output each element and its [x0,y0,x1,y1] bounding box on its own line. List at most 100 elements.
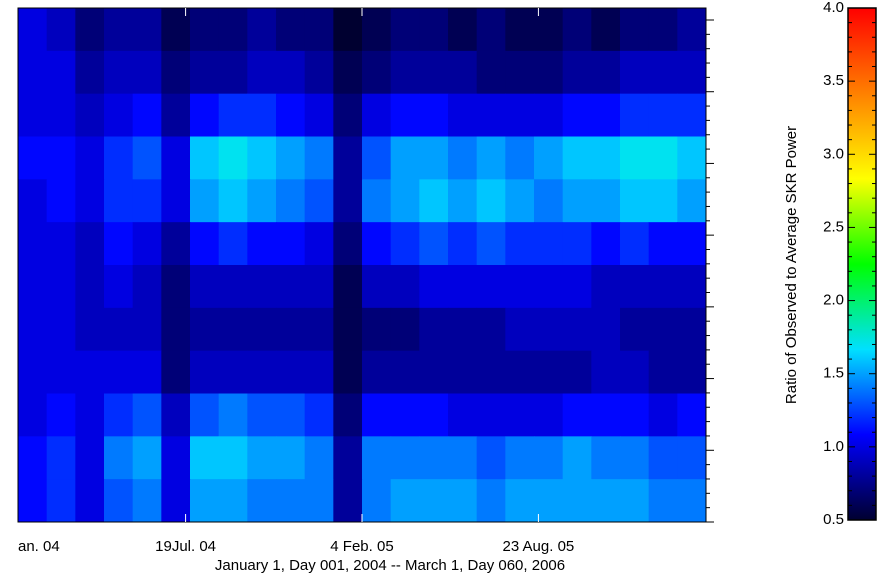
heatmap-cell [534,179,564,223]
heatmap-cell [534,50,564,95]
heatmap-cell [75,479,105,523]
heatmap-cell [190,222,220,266]
heatmap-cell [562,265,592,309]
heatmap-cell [161,50,191,95]
heatmap-cell [190,393,220,437]
heatmap-cell [75,265,105,309]
heatmap-cell [505,50,535,95]
heatmap-cell [46,350,76,394]
heatmap-cell [362,136,392,180]
heatmap-cell [562,479,592,523]
heatmap-cell [333,436,363,480]
heatmap-cell [247,350,277,394]
axes [17,7,714,523]
heatmap-cell [362,307,392,352]
heatmap-cell [448,265,478,309]
heatmap-cell [304,8,334,52]
heatmap-cell [104,8,134,52]
heatmap-cell [46,93,76,137]
x-tick-label: 23 Aug. 05 [503,538,575,555]
heatmap-cell [104,50,134,95]
heatmap-cell [620,265,650,309]
heatmap-cell [304,479,334,523]
x-tick-label: 4 Feb. 05 [330,538,393,555]
heatmap-cell [276,436,306,480]
heatmap-cell [648,8,678,52]
heatmap-cell [276,179,306,223]
heatmap-cell [562,136,592,180]
heatmap-cell [304,93,334,137]
heatmap-cell [419,350,449,394]
heatmap-cell [304,50,334,95]
heatmap-cell [247,222,277,266]
heatmap-cell [677,136,707,180]
heatmap-cell [247,436,277,480]
heatmap-cell [505,479,535,523]
heatmap-cell [534,307,564,352]
heatmap-cell [190,436,220,480]
heatmap-cell [648,136,678,180]
heatmap-cell [46,479,76,523]
heatmap-cell [304,136,334,180]
heatmap-cell [247,136,277,180]
heatmap-cell [18,179,48,223]
heatmap-cell [562,222,592,266]
heatmap-cell [419,436,449,480]
heatmap-cell [132,307,162,352]
heatmap-cell [161,436,191,480]
heatmap-cell [218,136,248,180]
heatmap-cell [362,8,392,52]
heatmap-cell [161,8,191,52]
heatmap-cell [18,307,48,352]
heatmap-cell [190,50,220,95]
heatmap-cell [562,50,592,95]
heatmap-cell [390,136,420,180]
heatmap-cell [333,265,363,309]
heatmap-cell [390,179,420,223]
heatmap-cell [304,265,334,309]
heatmap-cell [677,8,707,52]
heatmap-cell [304,350,334,394]
heatmap-cell [75,436,105,480]
heatmap-cell [218,393,248,437]
heatmap-cell [218,265,248,309]
heatmap-cell [476,479,506,523]
heatmap-cell [562,307,592,352]
heatmap-cell [390,350,420,394]
heatmap-cell [104,436,134,480]
heatmap-cell [677,50,707,95]
heatmap-cell [648,93,678,137]
heatmap-cell [505,307,535,352]
heatmap-cell [161,307,191,352]
heatmap-cell [648,393,678,437]
heatmap-cell [448,350,478,394]
heatmap-cell [448,307,478,352]
heatmap-cell [476,136,506,180]
heatmap-cell [132,265,162,309]
heatmap-cell [104,479,134,523]
heatmap-cell [218,50,248,95]
heatmap-cell [75,8,105,52]
heatmap-cell [419,8,449,52]
heatmap-cell [448,479,478,523]
colorbar-tick-label: 0.5 [823,511,844,528]
heatmap-cell [18,93,48,137]
heatmap-cell [46,222,76,266]
heatmap [18,8,707,523]
heatmap-cell [677,93,707,137]
heatmap-cell [18,479,48,523]
heatmap-cell [677,265,707,309]
heatmap-cell [218,307,248,352]
heatmap-cell [75,350,105,394]
heatmap-cell [362,222,392,266]
heatmap-cell [218,8,248,52]
heatmap-cell [362,93,392,137]
heatmap-cell [505,222,535,266]
heatmap-cell [104,93,134,137]
heatmap-cell [448,50,478,95]
heatmap-cell [362,479,392,523]
heatmap-cell [419,307,449,352]
heatmap-cell [476,393,506,437]
heatmap-cell [333,136,363,180]
heatmap-cell [562,179,592,223]
